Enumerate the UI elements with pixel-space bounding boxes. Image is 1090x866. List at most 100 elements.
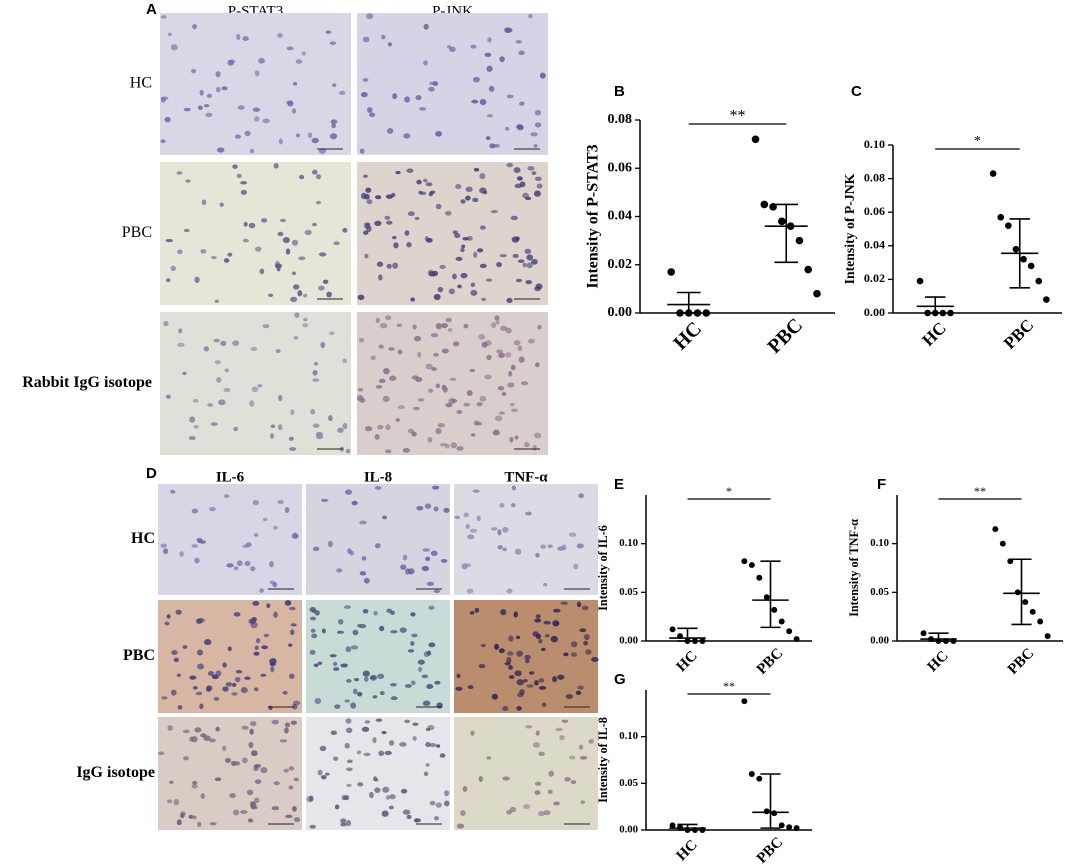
- data-point: [786, 628, 793, 635]
- nucleus: [340, 818, 347, 824]
- nucleus: [359, 397, 366, 403]
- nucleus: [456, 823, 465, 829]
- nucleus: [395, 418, 400, 422]
- micrograph: [306, 600, 450, 713]
- nucleus: [227, 59, 234, 66]
- data-point: [804, 265, 812, 274]
- nucleus: [517, 124, 523, 130]
- nucleus: [194, 276, 200, 283]
- nucleus: [455, 183, 462, 190]
- nucleus: [299, 174, 305, 180]
- micrograph: [160, 312, 351, 455]
- nucleus: [430, 190, 436, 194]
- nucleus: [277, 231, 284, 237]
- nucleus: [273, 525, 278, 530]
- nucleus: [197, 649, 203, 656]
- nucleus: [441, 348, 449, 354]
- x-tick-label: PBC: [1000, 315, 1037, 352]
- nucleus: [430, 550, 438, 556]
- nucleus: [575, 690, 582, 696]
- nucleus: [248, 618, 253, 624]
- nucleus: [262, 517, 268, 522]
- nucleus: [292, 703, 298, 710]
- nucleus: [288, 643, 293, 647]
- nucleus: [390, 696, 398, 701]
- nucleus: [360, 91, 368, 98]
- nucleus: [315, 174, 322, 180]
- nucleus: [242, 544, 249, 549]
- nucleus: [291, 271, 296, 276]
- nucleus: [211, 674, 219, 680]
- nucleus: [375, 317, 380, 324]
- nucleus: [528, 13, 533, 19]
- nucleus: [374, 543, 381, 549]
- nucleus: [234, 676, 241, 683]
- nucleus: [375, 718, 383, 722]
- nucleus: [502, 705, 509, 711]
- nucleus: [290, 629, 295, 636]
- nucleus: [563, 652, 569, 657]
- nucleus: [463, 512, 469, 518]
- nucleus: [224, 757, 231, 763]
- nucleus: [381, 810, 389, 817]
- nucleus: [537, 810, 545, 817]
- data-point: [786, 824, 793, 831]
- nucleus: [494, 315, 500, 321]
- nucleus: [357, 294, 365, 301]
- y-axis-label: Intensity of P-STAT3: [585, 144, 602, 288]
- data-point: [916, 277, 924, 285]
- nucleus: [368, 112, 376, 118]
- nucleus: [260, 767, 268, 774]
- nucleus: [532, 444, 537, 451]
- nucleus: [523, 803, 531, 810]
- nucleus: [349, 550, 354, 556]
- nucleus: [447, 328, 453, 332]
- nucleus: [388, 805, 394, 810]
- nucleus: [328, 415, 333, 422]
- nucleus: [385, 424, 391, 431]
- nucleus: [537, 325, 542, 330]
- nucleus: [194, 557, 200, 564]
- nucleus: [325, 30, 332, 34]
- nucleus: [372, 737, 377, 744]
- nucleus: [244, 130, 251, 136]
- nucleus: [214, 299, 219, 304]
- nucleus: [529, 671, 535, 675]
- nucleus: [247, 818, 253, 823]
- nucleus: [425, 741, 431, 748]
- nucleus: [258, 57, 265, 64]
- nucleus: [273, 611, 278, 618]
- significance-label: **: [730, 108, 746, 125]
- y-tick-label: 0.00: [870, 634, 889, 646]
- nucleus: [505, 126, 510, 131]
- nucleus: [188, 814, 194, 819]
- nucleus: [513, 167, 521, 174]
- nucleus: [233, 761, 241, 766]
- nucleus: [324, 772, 330, 776]
- nucleus: [378, 378, 386, 384]
- nucleus: [531, 171, 537, 175]
- nucleus: [290, 409, 295, 416]
- nucleus: [176, 171, 183, 175]
- nucleus: [506, 588, 513, 594]
- nucleus: [356, 750, 362, 755]
- nucleus: [320, 341, 326, 349]
- y-tick-label: 0.00: [619, 634, 638, 646]
- nucleus: [266, 603, 271, 609]
- nucleus: [535, 633, 542, 640]
- nucleus: [295, 133, 301, 138]
- nucleus: [313, 361, 319, 366]
- nucleus: [352, 629, 359, 636]
- nucleus: [304, 229, 312, 236]
- nucleus: [351, 500, 358, 506]
- nucleus: [526, 262, 533, 269]
- nucleus: [425, 182, 433, 187]
- y-tick-label: 0.08: [608, 112, 633, 127]
- nucleus: [382, 786, 390, 793]
- nucleus: [470, 433, 476, 437]
- data-point: [741, 698, 748, 705]
- nucleus: [397, 405, 405, 410]
- data-point: [795, 236, 804, 245]
- nucleus: [479, 99, 487, 106]
- nucleus: [345, 718, 352, 724]
